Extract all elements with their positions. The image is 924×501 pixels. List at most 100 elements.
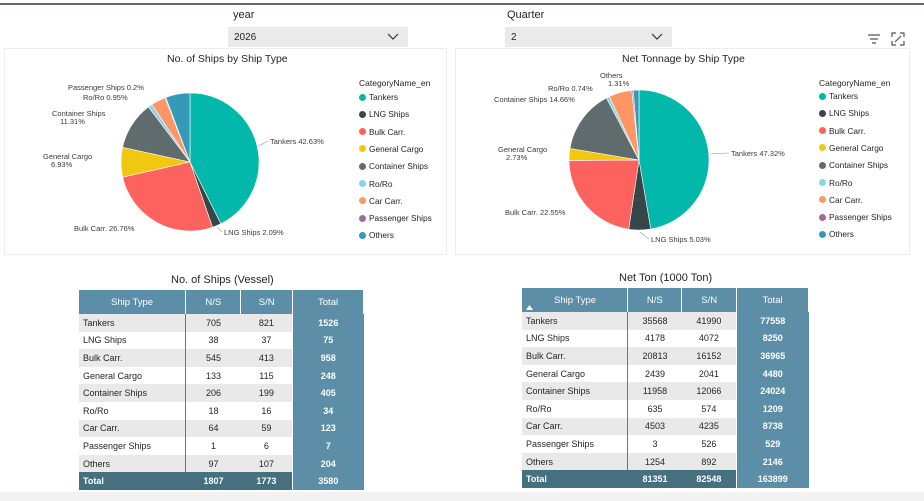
table-row[interactable]: Ro/Ro 635 574 1209 — [522, 399, 809, 418]
table-row[interactable]: Car Carr. 64 59 123 — [79, 419, 364, 438]
legend-item[interactable]: General Cargo — [819, 143, 883, 153]
legend-item[interactable]: Bulk Carr. — [359, 127, 405, 137]
value-cell: 35568 — [627, 312, 682, 330]
ship-type-cell: Bulk Carr. — [79, 349, 187, 367]
table-row[interactable]: Ro/Ro 18 16 34 — [79, 401, 364, 420]
legend-item[interactable]: Car Carr. — [359, 196, 403, 206]
column-header[interactable]: S/N — [240, 290, 294, 314]
table-total-row: Total 81351 82548 163899 — [522, 470, 809, 489]
net-ton-table-title: Net Ton (1000 Ton) — [619, 272, 713, 284]
legend-item[interactable]: Tankers — [819, 91, 858, 101]
ship-type-cell: Container Ships — [522, 382, 629, 400]
table-row[interactable]: Tankers 35568 41990 77558 — [522, 312, 809, 330]
legend-item[interactable]: General Cargo — [359, 144, 423, 154]
table-row[interactable]: Passenger Ships 3 526 529 — [522, 435, 809, 453]
legend-label: Ro/Ro — [829, 177, 853, 188]
total-cell: 36965 — [736, 347, 809, 365]
table-row[interactable]: LNG Ships 38 37 75 — [79, 331, 364, 350]
pie-data-label: Passenger Ships 0.2% — [68, 83, 144, 92]
pie-slice[interactable] — [568, 159, 640, 230]
table-row[interactable]: Others 1254 892 2146 — [522, 452, 809, 471]
column-header[interactable]: Total — [292, 290, 364, 314]
table-row[interactable]: Container Ships 206 199 405 — [79, 384, 364, 402]
quarter-slicer-dropdown[interactable]: 2 — [505, 27, 672, 47]
ship-type-cell: Ro/Ro — [79, 401, 187, 420]
total-cell: 77558 — [736, 312, 809, 330]
value-cell: 133 — [206, 370, 222, 381]
sort-ascending-icon[interactable] — [526, 305, 533, 310]
ship-type-cell: Others — [522, 452, 629, 471]
value-cell: 20813 — [627, 347, 682, 365]
legend-item[interactable]: Bulk Carr. — [819, 126, 865, 136]
net-tonnage-pie-visual[interactable]: Net Tonnage by Ship Type Tankers 47.32% L… — [455, 48, 910, 255]
legend-item[interactable]: Container Ships — [359, 161, 428, 171]
table-row[interactable]: Tankers 705 821 1526 — [79, 314, 364, 332]
ship-type-cell: General Cargo — [522, 364, 629, 383]
quarter-slicer-label: Quarter — [507, 9, 545, 21]
ship-count-pie-visual[interactable]: No. of Ships by Ship Type Tankers 42.63%… — [4, 48, 447, 255]
legend-item[interactable]: Others — [819, 229, 854, 239]
focus-mode-icon[interactable] — [890, 31, 906, 47]
value-cell: 2439 — [645, 368, 666, 379]
table-header-row: Ship Type N/S S/N Total — [522, 288, 809, 312]
table-row[interactable]: Car Carr. 4503 4235 8738 — [522, 417, 809, 436]
column-header[interactable]: N/S — [185, 290, 242, 314]
table-row[interactable]: LNG Ships 4178 4072 8250 — [522, 329, 809, 348]
legend-label: Passenger Ships — [829, 212, 892, 223]
year-slicer-dropdown[interactable]: 2026 — [228, 27, 408, 47]
value-cell: 41990 — [681, 312, 737, 330]
legend-item[interactable]: LNG Ships — [359, 109, 409, 119]
column-header[interactable]: Total — [736, 288, 809, 312]
value-cell: 107 — [240, 454, 293, 473]
filter-icon[interactable] — [866, 31, 882, 47]
net-ton-matrix-table[interactable]: Ship Type N/S S/N Total Tankers 35568 41990 775… — [522, 288, 809, 489]
legend-item[interactable]: Passenger Ships — [359, 213, 432, 223]
column-header[interactable]: Ship Type — [522, 288, 629, 312]
grand-total-cell: 81351 — [627, 470, 682, 489]
table-row[interactable]: Others 97 107 204 — [79, 454, 364, 473]
pie-slice[interactable] — [638, 89, 710, 230]
pie-slice[interactable] — [189, 92, 260, 225]
table-row[interactable]: Bulk Carr. 20813 16152 36965 — [522, 347, 809, 365]
ship-type-cell: Ro/Ro — [522, 399, 629, 418]
total-cell: 1209 — [736, 399, 809, 418]
total-cell: 405 — [292, 384, 364, 402]
value-cell: 37 — [261, 335, 272, 346]
pie-data-label: Tankers 42.63% — [270, 137, 324, 146]
legend-item[interactable]: Car Carr. — [819, 195, 863, 205]
pie-data-label: Bulk Carr. 26.76% — [74, 224, 135, 233]
ship-type-cell: Tankers — [522, 312, 629, 330]
legend-item[interactable]: Ro/Ro — [819, 178, 853, 188]
legend-item[interactable]: Ro/Ro — [359, 179, 393, 189]
table-row[interactable]: Passenger Ships 1 6 7 — [79, 437, 364, 455]
legend-item[interactable]: Passenger Ships — [819, 212, 892, 222]
pie-slice[interactable] — [165, 92, 191, 163]
legend-label: Bulk Carr. — [369, 126, 406, 137]
table-row[interactable]: Container Ships 11958 12066 24024 — [522, 382, 809, 400]
legend-dot-icon — [819, 127, 826, 135]
legend-item[interactable]: Others — [359, 230, 394, 240]
pie-slice[interactable] — [122, 161, 213, 232]
legend-item[interactable]: Container Ships — [819, 160, 888, 170]
legend-dot-icon — [819, 230, 826, 238]
column-header[interactable]: Ship Type — [79, 290, 187, 314]
legend-dot-icon — [359, 93, 366, 101]
legend-item[interactable]: Tankers — [359, 92, 398, 102]
value-cell: 4235 — [681, 417, 737, 436]
value-cell: 635 — [647, 403, 663, 414]
ships-matrix-table[interactable]: Ship Type N/S S/N Total Tankers 705 821 1526 LNG… — [79, 290, 364, 491]
table-row[interactable]: Bulk Carr. 545 413 958 — [79, 349, 364, 367]
column-header[interactable]: S/N — [681, 288, 738, 312]
column-header[interactable]: N/S — [627, 288, 683, 312]
total-cell: 8738 — [736, 417, 809, 436]
ship-count-pie: Tankers 42.63% LNG Ships 2.09% Bulk Carr. … — [43, 83, 324, 237]
table-row[interactable]: General Cargo 133 115 248 — [79, 366, 364, 385]
table-row[interactable]: General Cargo 2439 2041 4480 — [522, 364, 809, 383]
legend-item[interactable]: LNG Ships — [819, 108, 869, 118]
value-cell: 892 — [681, 452, 737, 471]
value-cell: 6 — [263, 440, 269, 451]
legend-dot-icon — [819, 179, 826, 186]
value-cell: 18 — [208, 405, 219, 416]
pie-slice[interactable] — [632, 89, 640, 161]
pie-slice[interactable] — [569, 97, 640, 161]
